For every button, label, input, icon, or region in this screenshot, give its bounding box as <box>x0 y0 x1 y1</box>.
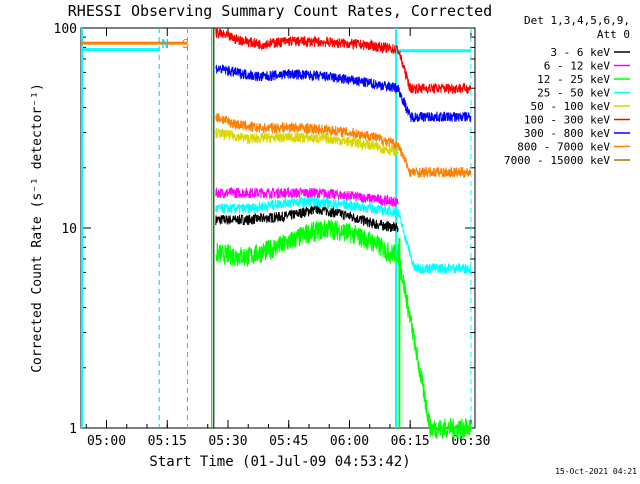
plot-layer: 05:00 05:15 05:30 05:45 06:00 06:15 06:30 1 10 10… <box>54 22 491 449</box>
x-tick-label-2: 05:30 <box>208 434 247 449</box>
legend-label-0: 3 - 6 keV <box>550 46 610 59</box>
series-line-7 <box>215 112 472 179</box>
y-axis-label: Corrected Count Rate (s⁻¹ detector⁻¹) <box>30 83 45 373</box>
series-line-5 <box>215 27 472 95</box>
chart-timestamp: 15-Oct-2021 04:21 <box>555 467 637 476</box>
legend-label-1: 6 - 12 keV <box>544 60 611 73</box>
series-line-6 <box>215 64 472 123</box>
y-tick-label-1: 10 <box>61 222 77 237</box>
marker-label-1: S <box>182 37 189 51</box>
x-tick-label-1: 05:15 <box>148 434 187 449</box>
x-tick-label-0: 05:00 <box>87 434 126 449</box>
legend-label-7: 800 - 7000 keV <box>517 141 610 154</box>
chart-title: RHESSI Observing Summary Count Rates, Co… <box>68 2 492 20</box>
legend-label-2: 12 - 25 keV <box>537 73 610 86</box>
legend-label-4: 50 - 100 keV <box>531 100 611 113</box>
marker-label-0: N <box>162 37 169 51</box>
series-line-0 <box>215 203 399 233</box>
legend-header-line-1: Det 1,3,4,5,6,9, <box>524 14 630 27</box>
y-tick-label-2: 100 <box>54 22 77 37</box>
x-tick-label-4: 06:00 <box>330 434 369 449</box>
legend-label-3: 25 - 50 keV <box>537 87 610 100</box>
legend-label-5: 100 - 300 keV <box>524 114 610 127</box>
series-line-2 <box>215 219 472 440</box>
x-tick-label-3: 05:45 <box>269 434 308 449</box>
x-tick-label-6: 06:30 <box>451 434 490 449</box>
series-line-4 <box>215 127 399 157</box>
y-tick-label-0: 1 <box>69 422 77 437</box>
legend-label-8: 7000 - 15000 keV <box>504 154 610 167</box>
x-axis-label: Start Time (01-Jul-09 04:53:42) <box>149 454 410 470</box>
x-tick-label-5: 06:15 <box>391 434 430 449</box>
series-line-1 <box>215 186 399 207</box>
series-line-3 <box>215 195 472 275</box>
legend-header-line-2: Att 0 <box>597 28 630 41</box>
legend-label-6: 300 - 800 keV <box>524 127 610 140</box>
